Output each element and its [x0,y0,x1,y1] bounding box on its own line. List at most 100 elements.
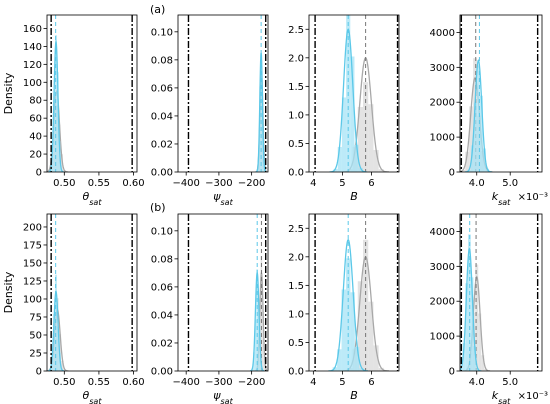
x-axis-label: B [350,389,358,402]
y-tick-label: 1.0 [288,110,304,121]
x-tick-label: 6 [368,178,374,189]
y-tick-label: 1.5 [288,82,304,93]
y-tick-label: 3000 [430,63,455,74]
y-tick-label: 0 [36,367,42,378]
x-tick-label: 0.50 [53,178,75,189]
posterior-histogram-bar [479,95,483,172]
prior-histogram-bar [373,345,379,371]
x-axis-label: ψsat [213,389,233,404]
y-tick-label: 1.0 [288,309,304,320]
y-tick-label: 175 [23,240,42,251]
subplot-b-1: 0.50 0.55 0.60 0 25 50 75 100 125 150 175 200 θsat De… [2,213,145,404]
y-tick-label: 0.02 [151,338,173,349]
posterior-histogram-bar [332,367,338,371]
y-tick-label: 160 [23,24,42,35]
y-tick-label: 20 [29,150,42,161]
subplot-b-3: 4 5 6 0.0 0.5 1.0 1.5 2.0 2.5 B [288,213,400,402]
y-tick-label: 0.02 [151,139,173,150]
prior-histogram-bar [378,367,384,371]
panel-label-a: (a) [150,3,165,16]
axes-frame [459,14,543,173]
y-tick-label: 0.06 [151,83,173,94]
y-tick-label: 0 [449,367,455,378]
prior-histogram-bar [484,368,488,371]
axes-frame [46,213,138,372]
axes-frame [459,213,543,372]
posterior-histogram-bar [354,144,359,172]
posterior-histogram-bar [462,343,466,371]
posterior-histogram-bar [260,67,262,172]
y-tick-label: 0.5 [288,338,304,349]
plot-area [187,214,268,371]
posterior-histogram-bar [337,146,342,172]
posterior-histogram-bar [53,91,56,172]
x-tick-label: −200 [238,377,265,388]
posterior-histogram-bar [258,299,260,371]
axes-frame [308,14,400,173]
posterior-histogram-bar [358,167,363,172]
y-tick-label: 0 [449,168,455,179]
plot-area [460,214,539,371]
y-tick-label: 2.5 [288,25,304,36]
y-axis-label: Density [2,72,15,114]
posterior-histogram-bar [261,95,263,172]
y-tick-label: 100 [23,294,42,305]
panel-label-b: (b) [150,201,166,214]
posterior-histogram-bar [259,86,261,172]
axes-frame [177,14,269,173]
x-tick-label: 0.55 [88,377,110,388]
y-tick-label: 75 [29,312,42,323]
posterior-histogram-bar [482,148,486,172]
y-tick-label: 120 [23,60,42,71]
posterior-histogram-bar [254,319,257,371]
y-tick-label: 0.10 [151,226,173,237]
y-tick-label: 0.08 [151,55,173,66]
y-tick-label: 4000 [430,227,455,238]
subplot-a-3: 4 5 6 0.0 0.5 1.0 1.5 2.0 2.5 B [288,14,400,203]
x-tick-label: 4 [310,377,316,388]
posterior-histogram-bar [467,169,471,172]
subplots: 0.50 0.55 0.60020406080100120140160θsatDen… [2,14,548,404]
plot-area [460,15,539,172]
prior-histogram-bar [475,264,479,371]
x-axis-multiplier: ×10⁻³ [518,391,548,402]
plot-area [314,214,399,371]
y-tick-label: 0.08 [151,254,173,265]
posterior-histogram-bar [473,102,477,172]
y-tick-label: 2000 [430,297,455,308]
posterior-histogram-bar [465,283,469,371]
y-tick-label: 0.00 [151,168,173,179]
prior-histogram-bar [262,311,264,371]
posterior-histogram-bar [341,97,347,172]
plot-area [47,214,133,371]
posterior-histogram-bar [470,277,474,371]
axes-frame [177,213,269,372]
subplot-a-1: 0.50 0.55 0.60 0 20 40 60 80 100 120 140 160 θsat Den… [2,14,145,207]
posterior-histogram-bar [56,326,59,371]
x-tick-label: −400 [172,377,199,388]
x-tick-label: 0.50 [53,377,75,388]
x-axis-label: ψsat [213,190,233,207]
x-tick-label: 0.60 [122,377,144,388]
x-tick-label: −300 [205,377,232,388]
posterior-histogram-bar [259,354,262,371]
prior-histogram-bar [60,154,63,172]
posterior-histogram-bar [470,145,474,172]
x-axis-label: θsat [83,190,103,207]
posterior-histogram-bar [350,292,355,371]
y-axis-label: Density [2,271,15,313]
prior-histogram-bar [465,151,470,172]
posterior-histogram-bar [476,65,480,172]
x-tick-label: 0.60 [122,178,144,189]
x-tick-label: −200 [238,178,265,189]
x-tick-label: 6 [368,377,374,388]
y-tick-label: 200 [23,222,42,233]
posterior-histogram-bar [341,289,346,371]
y-tick-label: 0.04 [151,310,173,321]
prior-histogram-bar [478,313,482,371]
y-tick-label: 60 [29,114,42,125]
subplot-a-2: −400 −300 −200 0.00 0.02 0.04 0.06 0.08 0.10 ψsat [151,14,269,207]
prior-histogram-bar [368,104,374,172]
x-axis-multiplier: ×10⁻³ [518,192,548,203]
